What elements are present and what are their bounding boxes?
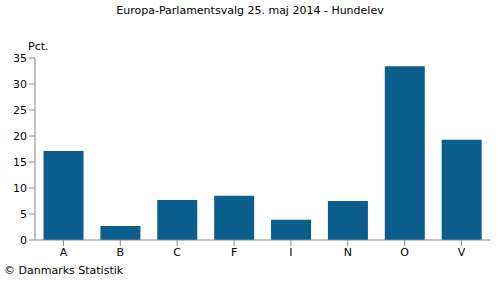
html-text:Pct.: Pct. [28,40,49,53]
svg-text:5: 5 [20,208,27,221]
svg-text:30: 30 [13,78,27,91]
svg-text:I: I [289,246,292,259]
svg-text:15: 15 [13,156,27,169]
svg-text:25: 25 [13,104,27,117]
svg-text:35: 35 [13,52,27,65]
svg-text:B: B [117,246,125,259]
svg-text:O: O [400,246,409,259]
html-text:Europa-Parlamentsvalg 25. maj: Europa-Parlamentsvalg 25. maj 2014 - Hun… [116,4,384,17]
svg-text:0: 0 [20,234,27,247]
svg-text:10: 10 [13,182,27,195]
svg-text:F: F [231,246,237,259]
svg-text:C: C [173,246,181,259]
html-text:© Danmarks Statistik: © Danmarks Statistik [4,264,124,277]
svg-text:N: N [344,246,352,259]
svg-text:20: 20 [13,130,27,143]
svg-text:A: A [60,246,68,259]
svg-text:V: V [458,246,466,259]
